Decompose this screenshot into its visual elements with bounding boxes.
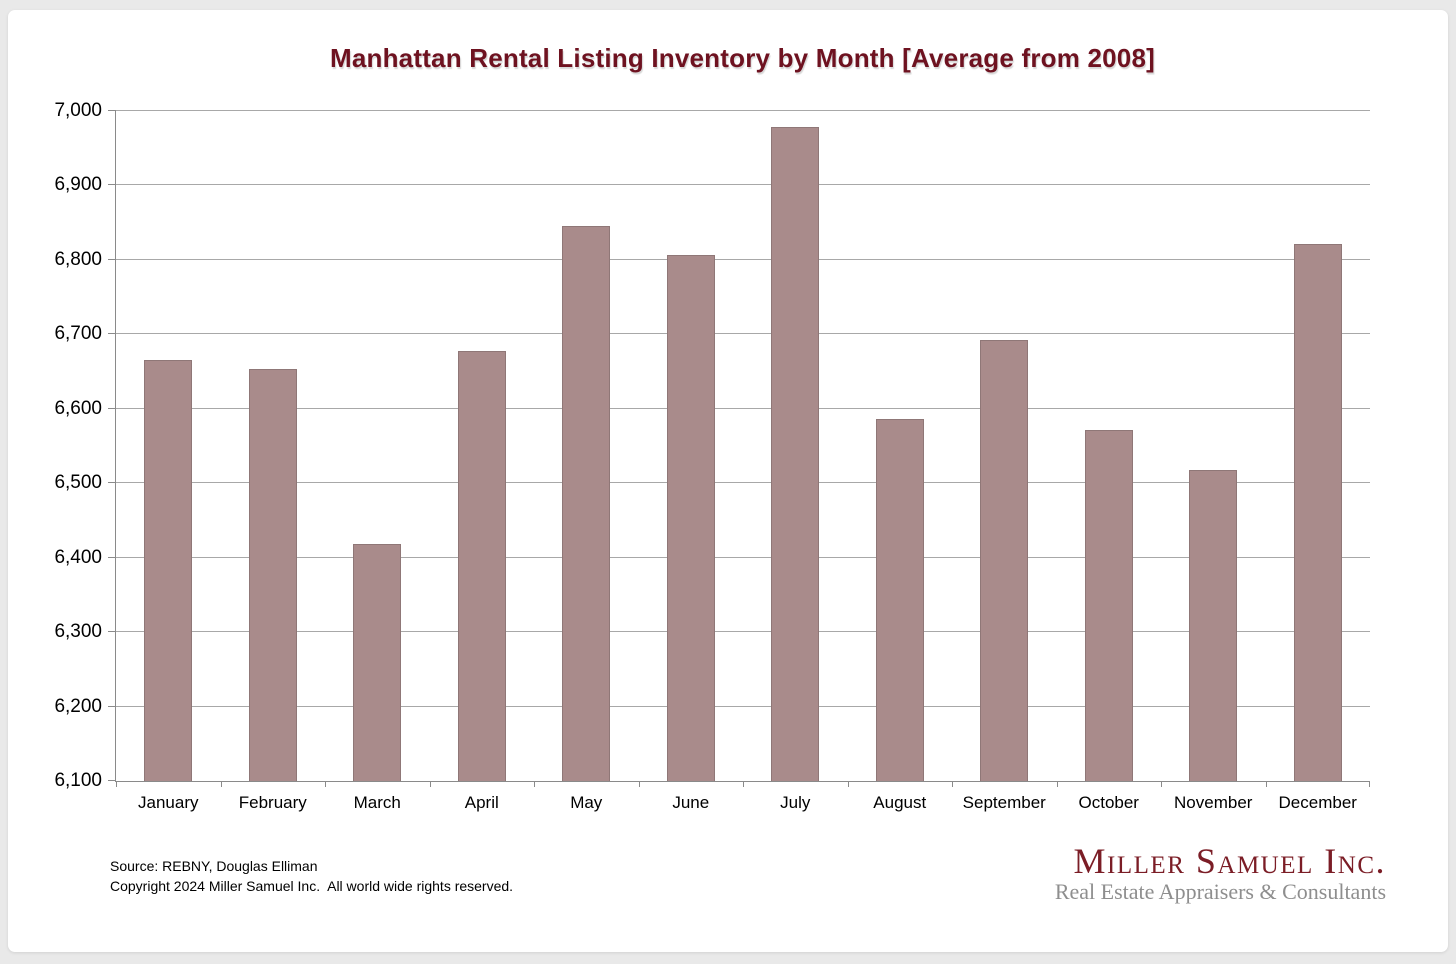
y-axis-label-6100: 6,100 [54, 770, 102, 791]
x-axis-tick-5 [638, 781, 640, 787]
x-axis-label-march: March [353, 793, 401, 812]
y-axis-label-6700: 6,700 [54, 323, 102, 345]
x-axis-tick-7 [847, 781, 849, 787]
gridline-6900 [116, 184, 1370, 186]
bar-june [666, 255, 715, 781]
y-axis-label-6400: 6,400 [54, 546, 102, 568]
x-axis-tick-6 [743, 781, 744, 787]
y-axis-label-7000: 7,000 [54, 100, 102, 121]
bar-september [980, 340, 1029, 781]
bar-january [144, 359, 193, 781]
x-axis-label-july: July [780, 793, 811, 812]
gridline-7000 [116, 110, 1370, 111]
bar-october [1084, 430, 1133, 781]
y-axis-label-6500: 6,500 [54, 472, 102, 494]
x-axis-label-may: May [570, 793, 603, 812]
x-axis-tick-10 [1161, 781, 1162, 787]
gridline-6600 [116, 407, 1370, 409]
bar-december [1293, 244, 1342, 781]
bar-august [875, 419, 924, 781]
y-axis-tick-6400 [108, 556, 116, 558]
gridline-6500 [116, 482, 1370, 484]
x-axis-label-april: April [464, 793, 499, 812]
y-axis-label-6300: 6,300 [54, 621, 102, 643]
bar-july [771, 126, 820, 781]
source-note: Source: REBNY, Douglas Elliman [110, 858, 318, 874]
x-axis-label-june: June [672, 793, 710, 812]
x-axis-tick-4 [534, 781, 535, 787]
y-axis-tick-6800 [108, 258, 116, 260]
bar-may [562, 225, 611, 781]
x-axis-label-december: December [1278, 793, 1357, 812]
x-axis-label-august: August [873, 793, 927, 812]
plot-area: 6,100 6,200 6,300 6,400 6,500 6,600 6,700 6,800… [54, 100, 1370, 812]
x-axis-label-october: October [1078, 793, 1139, 812]
logo-wordmark: Miller Samuel Inc. [1073, 841, 1386, 881]
y-axis-tick-7000 [108, 110, 116, 111]
y-axis-label-6600: 6,600 [54, 397, 102, 419]
x-axis-tick-0 [116, 781, 117, 787]
x-axis-label-november: November [1174, 793, 1253, 812]
y-axis-tick-6700 [108, 333, 116, 335]
x-axis-tick-1 [220, 781, 222, 787]
bar-march [353, 544, 402, 781]
x-axis-label-september: September [962, 793, 1046, 812]
x-axis-tick-8 [952, 781, 953, 787]
y-axis-label-6200: 6,200 [54, 695, 102, 717]
bar-april [457, 351, 506, 781]
gridline-6200 [116, 705, 1370, 707]
y-axis-tick-6500 [108, 482, 116, 484]
y-axis-tick-6100 [108, 780, 116, 781]
logo-tagline: Real Estate Appraisers & Consultants [1054, 879, 1386, 904]
gridline-6700 [116, 333, 1370, 335]
y-axis-tick-6600 [108, 407, 116, 409]
x-axis-tick-12 [1369, 781, 1370, 787]
y-axis-label-6900: 6,900 [54, 174, 102, 196]
x-axis-tick-9 [1056, 781, 1058, 787]
y-axis-tick-6200 [108, 705, 116, 707]
gridline-6800 [116, 258, 1370, 260]
chart-title: Manhattan Rental Listing Inventory by Mo… [330, 43, 1155, 73]
company-logo: Miller Samuel Inc. Real Estate Appraiser… [1055, 843, 1386, 904]
x-axis-label-february: February [238, 793, 307, 812]
copyright-note: Copyright 2024 Miller Samuel Inc. All wo… [110, 878, 514, 894]
bar-november [1189, 469, 1238, 781]
x-axis-label-january: January [138, 793, 199, 812]
x-axis-tick-11 [1265, 781, 1267, 787]
footer-notes: Source: REBNY, Douglas Elliman Copyright… [110, 856, 513, 896]
y-axis-label-6800: 6,800 [54, 248, 102, 270]
chart-panel: Manhattan Rental Listing Inventory by Mo… [8, 10, 1448, 952]
y-axis-tick-6900 [108, 184, 116, 186]
x-axis-tick-2 [325, 781, 326, 787]
bar-february [248, 368, 297, 781]
y-axis-tick-6300 [108, 631, 116, 633]
x-axis-tick-3 [429, 781, 431, 787]
gridline-6400 [116, 556, 1370, 558]
gridline-6300 [116, 631, 1370, 633]
